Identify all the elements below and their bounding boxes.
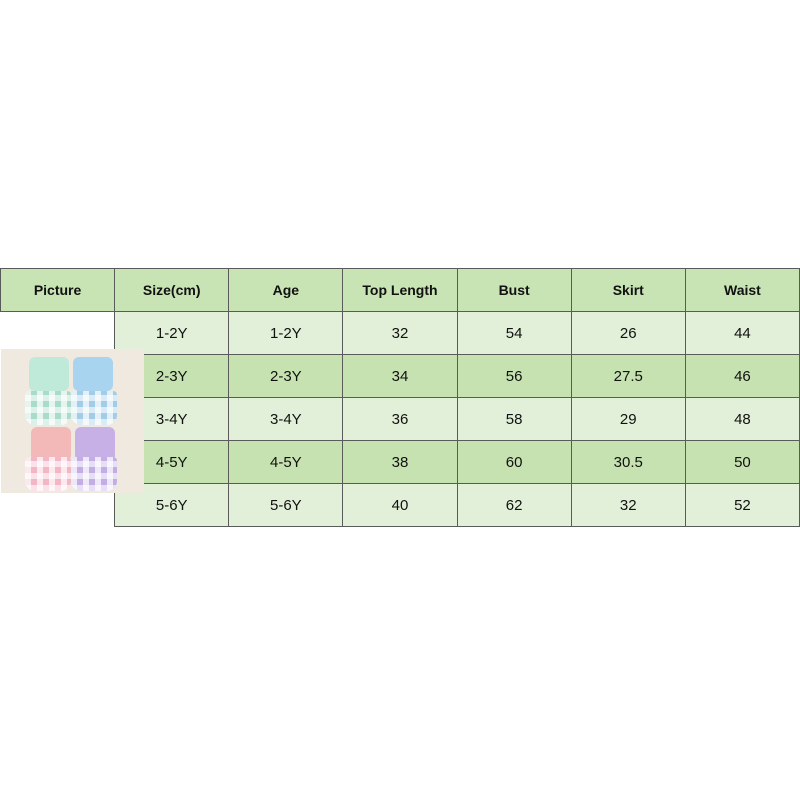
table-row: 4-5Y 4-5Y 38 60 30.5 50 — [1, 440, 800, 484]
header-skirt: Skirt — [570, 268, 686, 312]
cell-skirt: 32 — [570, 483, 686, 527]
cell-bust: 54 — [456, 311, 572, 355]
cell-age: 4-5Y — [228, 440, 344, 484]
cell-skirt: 27.5 — [570, 354, 686, 398]
cell-waist: 48 — [684, 397, 800, 441]
product-picture-cell — [0, 311, 144, 527]
size-chart-table: Picture Size(cm) Age Top Length Bust Ski… — [0, 268, 800, 527]
header-bust: Bust — [456, 268, 572, 312]
cell-top-length: 32 — [342, 311, 458, 355]
cell-top-length: 34 — [342, 354, 458, 398]
cell-skirt: 29 — [570, 397, 686, 441]
cell-age: 2-3Y — [228, 354, 344, 398]
header-age: Age — [228, 268, 344, 312]
product-photo — [0, 349, 144, 493]
cell-bust: 58 — [456, 397, 572, 441]
header-size: Size(cm) — [114, 268, 230, 312]
cell-waist: 44 — [684, 311, 800, 355]
cell-skirt: 26 — [570, 311, 686, 355]
cell-top-length: 36 — [342, 397, 458, 441]
header-waist: Waist — [684, 268, 800, 312]
cell-waist: 50 — [684, 440, 800, 484]
cell-bust: 60 — [456, 440, 572, 484]
table-row: 1-2Y 1-2Y 32 54 26 44 — [0, 311, 800, 527]
header-top-length: Top Length — [342, 268, 458, 312]
cell-top-length: 40 — [342, 483, 458, 527]
cell-skirt: 30.5 — [570, 440, 686, 484]
cell-waist: 46 — [684, 354, 800, 398]
cell-bust: 62 — [456, 483, 572, 527]
cell-bust: 56 — [456, 354, 572, 398]
cell-size: 1-2Y — [114, 311, 230, 355]
header-row: Picture Size(cm) Age Top Length Bust Ski… — [0, 268, 800, 312]
cell-age: 3-4Y — [228, 397, 344, 441]
header-picture: Picture — [0, 268, 116, 312]
cell-age: 1-2Y — [228, 311, 344, 355]
cell-age: 5-6Y — [228, 483, 344, 527]
cell-waist: 52 — [684, 483, 800, 527]
cell-top-length: 38 — [342, 440, 458, 484]
